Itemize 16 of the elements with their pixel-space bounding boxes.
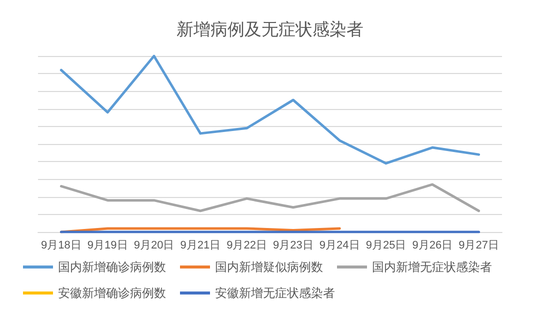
legend-label: 国内新增确诊病例数 [58,260,166,274]
x-tick-label: 9月19日 [87,240,128,252]
x-tick-label: 9月18日 [41,240,82,252]
x-tick-label: 9月20日 [134,240,174,252]
legend-label: 安徽新增确诊病例数 [58,286,166,300]
x-tick-label: 9月22日 [226,240,267,252]
x-tick-label: 9月25日 [366,240,406,252]
legend-label: 安徽新增无症状感染者 [215,286,335,300]
x-tick-label: 9月26日 [412,240,453,252]
chart-title: 新增病例及无症状感染者 [176,20,364,39]
x-tick-label: 9月21日 [180,240,221,252]
x-tick-label: 9月23日 [273,240,314,252]
x-tick-label: 9月27日 [458,240,499,252]
legend-label: 国内新增无症状感染者 [372,260,492,274]
legend-label: 国内新增疑似病例数 [215,260,323,274]
x-tick-label: 9月24日 [319,240,360,252]
